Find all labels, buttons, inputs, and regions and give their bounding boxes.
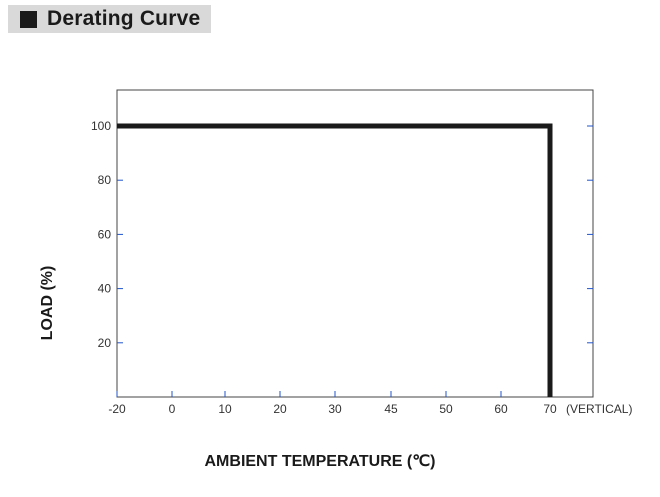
x-tick-label: 30 xyxy=(328,402,342,416)
x-tick-label: -20 xyxy=(108,402,126,416)
y-tick-label: 80 xyxy=(98,173,112,187)
y-tick-label: 40 xyxy=(98,282,112,296)
x-tick-group: -20 0 10 20 30 45 50 60 70 xyxy=(108,391,557,416)
square-icon xyxy=(20,10,37,28)
derating-curve-line xyxy=(117,123,553,397)
x-tick-label: 10 xyxy=(218,402,232,416)
x-axis-title: AMBIENT TEMPERATURE (℃) xyxy=(205,453,436,470)
y-tick-label: 60 xyxy=(98,227,112,241)
x-tick-label: 45 xyxy=(384,402,398,416)
y-tick-label: 20 xyxy=(98,336,112,350)
plot-frame xyxy=(116,89,594,398)
y-tick-label: 100 xyxy=(91,119,111,133)
section-header: Derating Curve xyxy=(8,5,211,33)
x-tick-label: 0 xyxy=(169,402,176,416)
y-axis-title: LOAD (%) xyxy=(39,266,56,341)
x-tick-note: (VERTICAL) xyxy=(566,402,632,416)
section-title: Derating Curve xyxy=(47,7,201,30)
x-tick-label: 60 xyxy=(494,402,508,416)
x-tick-label: 20 xyxy=(273,402,287,416)
x-tick-label: 50 xyxy=(439,402,453,416)
x-tick-label: 70 xyxy=(543,402,557,416)
y-tick-group: 20 40 60 80 100 xyxy=(91,119,593,350)
